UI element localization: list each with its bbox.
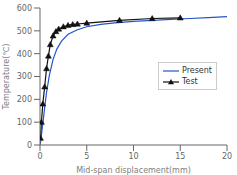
svg-text:600: 600 — [17, 4, 32, 13]
svg-text:0: 0 — [27, 141, 32, 150]
html-text:Test: Test — [182, 77, 198, 86]
svg-text:10: 10 — [128, 152, 138, 161]
svg-text:Mid-span displacement(mm): Mid-span displacement(mm) — [76, 166, 191, 175]
svg-text:15: 15 — [175, 152, 185, 161]
svg-text:5: 5 — [84, 152, 89, 161]
svg-text:Temperature(℃): Temperature(℃) — [8, 44, 11, 111]
svg-text:500: 500 — [17, 27, 32, 36]
svg-text:300: 300 — [17, 72, 32, 81]
svg-text:400: 400 — [17, 50, 32, 59]
svg-text:200: 200 — [17, 95, 32, 104]
svg-text:100: 100 — [17, 118, 32, 127]
html-text:Present: Present — [182, 66, 212, 75]
svg-text:20: 20 — [222, 152, 229, 161]
svg-text:0: 0 — [37, 152, 42, 161]
